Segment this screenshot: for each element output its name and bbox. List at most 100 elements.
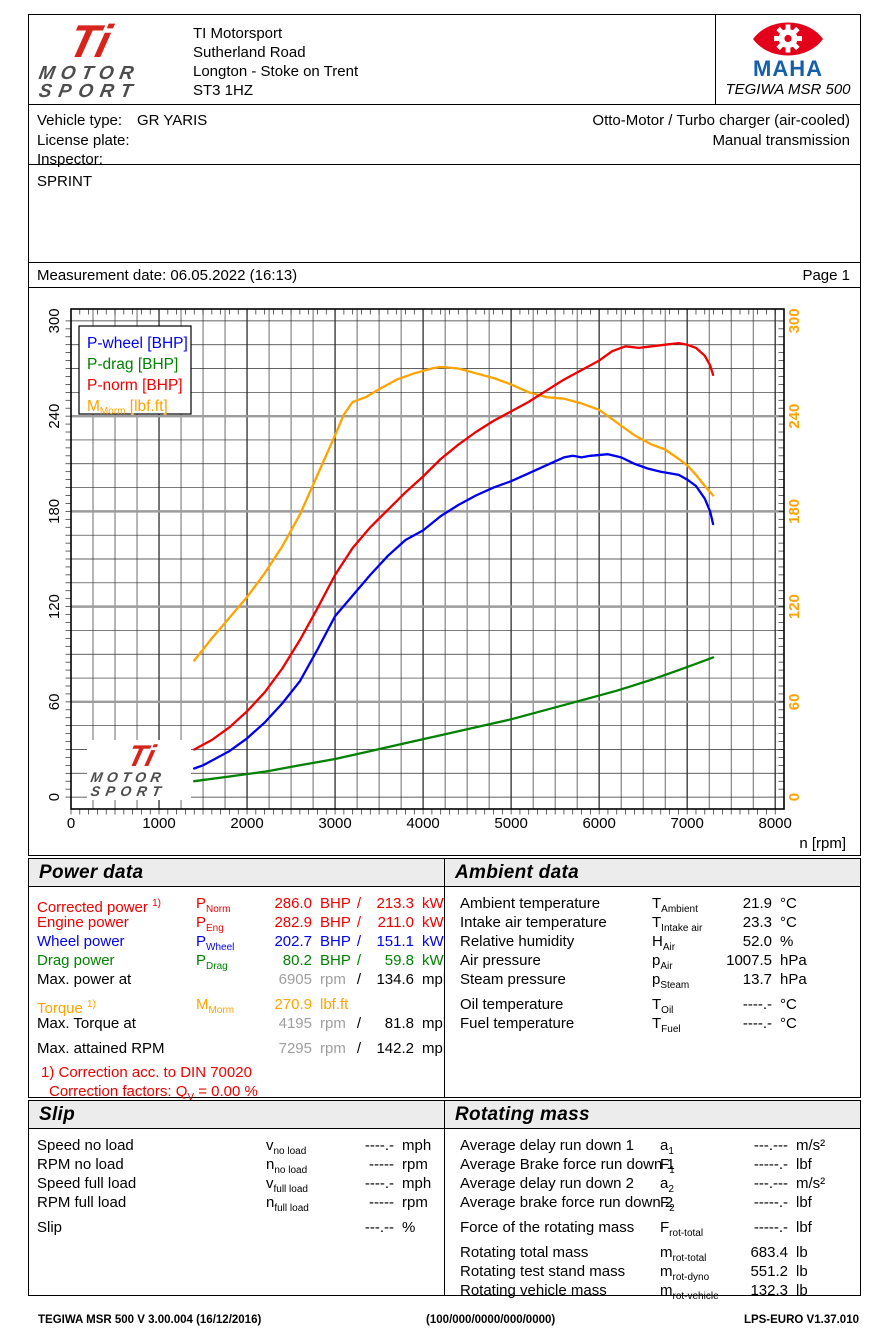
legend-item: P-norm [BHP]: [87, 377, 183, 394]
svg-text:6000: 6000: [582, 815, 615, 832]
svg-text:MOTOR: MOTOR: [37, 63, 141, 84]
inspector-label: Inspector:: [37, 151, 103, 168]
y-axis-label-left: 180: [46, 499, 63, 524]
svg-text:7000: 7000: [670, 815, 703, 832]
workshop-name: TI Motorsport: [193, 25, 283, 42]
rotating-mass-section: Rotating mass Average delay run down 1 a1…: [444, 1100, 861, 1302]
table-row: Rotating vehicle mass mrot-vehicle 132.3 lb: [460, 1282, 808, 1302]
y-axis-label-left: 300: [46, 308, 63, 333]
engine-description: Otto-Motor / Turbo charger (air-cooled): [592, 112, 850, 129]
page-number: Page 1: [802, 266, 850, 284]
power-data-section: Power data Corrected power 1) PNorm 286.0 B…: [28, 858, 452, 1103]
table-row: RPM full load nfull load ----- rpm: [37, 1194, 428, 1214]
table-row: Force of the rotating mass Frot-total ----…: [460, 1219, 812, 1239]
curve-p-wheel: [193, 453, 715, 770]
x-axis-labels: 0 1000 2000 3000 4000 5000 6000 7000 8000: [67, 815, 792, 832]
table-row: Engine power PEng 282.9 BHP/211.0 kW: [37, 914, 444, 934]
svg-text:3000: 3000: [318, 815, 351, 832]
footnote-din: 1) Correction acc. to DIN 70020: [41, 1064, 252, 1081]
section-title: Ambient data: [455, 861, 579, 883]
svg-text:4000: 4000: [406, 815, 439, 832]
section-title: Rotating mass: [455, 1103, 590, 1125]
workshop-address: TI Motorsport Sutherland Road Longton - …: [179, 15, 715, 104]
table-row: Oil temperature TOil ----.- °C: [460, 996, 797, 1016]
axis-ticks: [65, 309, 784, 815]
measurement-date-row: Measurement date: 06.05.2022 (16:13) Pag…: [28, 262, 861, 288]
plot-border: [70, 308, 785, 810]
curve-p-drag: [193, 656, 715, 783]
legend-item: MMorm [lbf.ft]: [87, 398, 168, 417]
table-row: Intake air temperature TIntake air 23.3 °C: [460, 914, 797, 934]
slip-header: Slip: [29, 1101, 444, 1129]
table-row: Rotating total mass mrot-total 683.4 lb: [460, 1244, 808, 1264]
section-title: Power data: [39, 861, 144, 883]
y-axis-label-right: 300: [786, 308, 803, 333]
power-data-header: Power data: [29, 859, 444, 887]
y-axis-label-right: 120: [786, 594, 803, 619]
table-row: Corrected power 1) PNorm 286.0 BHP/213.3 kW: [37, 895, 444, 916]
y-axis-label-left: 240: [46, 404, 63, 429]
curve-p-norm: [193, 341, 715, 751]
table-row: Steam pressure pSteam 13.7 hPa: [460, 971, 807, 991]
table-row: Speed no load vno load ----.- mph: [37, 1137, 432, 1157]
rotating-mass-table: Average delay run down 1 a1 ---.--- m/s² Ave…: [445, 1129, 860, 1302]
comment-box: SPRINT: [28, 164, 861, 263]
run-comment: SPRINT: [37, 173, 93, 190]
slip-table: Speed no load vno load ----.- mph RPM no loa…: [29, 1129, 444, 1237]
footer-code: (100/000/0000/000/0000): [426, 1314, 556, 1326]
table-row: Max. attained RPM 7295 rpm/142.2 mph: [37, 1040, 452, 1057]
table-row: Ambient temperature TAmbient 21.9 °C: [460, 895, 797, 915]
table-row: Average Brake force run down 1 F1 -----.- l…: [460, 1156, 812, 1176]
table-row: Max. Torque at 4195 rpm/81.8 mph: [37, 1015, 452, 1032]
table-row: Torque 1) MMorm 270.9 lbf.ft: [37, 996, 349, 1017]
slip-section: Slip Speed no load vno load ----.- mph RPM n…: [28, 1100, 445, 1296]
x-axis-title: n [rpm]: [799, 835, 846, 852]
transmission-type: Manual transmission: [712, 131, 850, 149]
report-footer: TEGIWA MSR 500 V 3.00.004 (16/12/2016) (…: [28, 1314, 861, 1326]
table-row: Fuel temperature TFuel ----.- °C: [460, 1015, 797, 1035]
dyno-chart-box: 0 1000 2000 3000 4000 5000 6000 7000 8000 n [rpm]…: [28, 287, 861, 856]
address-line: Sutherland Road: [193, 44, 306, 61]
y-axis-label-left: 60: [46, 694, 63, 711]
legend-item: P-wheel [BHP]: [87, 335, 188, 352]
svg-text:2000: 2000: [230, 815, 263, 832]
curve-m-morm: [193, 365, 715, 662]
measurement-date: Measurement date: 06.05.2022 (16:13): [37, 266, 298, 284]
table-row: Rotating test stand mass mrot-dyno 551.2 lb: [460, 1263, 808, 1283]
table-row: Speed full load vfull load ----.- mph: [37, 1175, 432, 1195]
vehicle-info: Vehicle type: GR YARIS License plate: Ins…: [28, 104, 861, 168]
table-row: Max. power at 6905 rpm/134.6 mph: [37, 971, 452, 988]
chart-legend: P-wheel [BHP] P-drag [BHP] P-norm [BHP] MMo…: [78, 325, 192, 417]
ambient-data-table: Ambient temperature TAmbient 21.9 °C Intake …: [445, 887, 860, 1035]
table-row: Average delay run down 1 a1 ---.--- m/s²: [460, 1137, 826, 1157]
address-line: ST3 1HZ: [193, 82, 254, 99]
legend-item: P-drag [BHP]: [87, 356, 178, 373]
svg-text:MOTOR: MOTOR: [89, 769, 166, 785]
svg-text:5000: 5000: [494, 815, 527, 832]
section-title: Slip: [39, 1103, 76, 1125]
power-data-table: Corrected power 1) PNorm 286.0 BHP/213.3 kW E…: [29, 887, 452, 1058]
y-axis-label-left: 120: [46, 594, 63, 619]
license-plate-label: License plate:: [37, 131, 130, 149]
table-row: Relative humidity HAir 52.0%: [460, 933, 794, 953]
table-row: Slip ---.--%: [37, 1219, 416, 1236]
table-row: Average brake force run down 2 F2 -----.- l…: [460, 1194, 812, 1214]
ambient-data-header: Ambient data: [445, 859, 860, 887]
footnote-correction-factor: Correction factors: QV = 0.00 %: [49, 1083, 258, 1103]
maha-gear-icon: [774, 24, 802, 53]
table-row: Drag power PDrag 80.2 BHP/59.8 kW: [37, 952, 444, 972]
table-row: Air pressure pAir 1007.5 hPa: [460, 952, 807, 972]
y-axis-label-right: 240: [786, 404, 803, 429]
ti-motorsport-logo: Ti MOTOR SPORT: [29, 15, 179, 104]
svg-text:1000: 1000: [142, 815, 175, 832]
svg-text:8000: 8000: [759, 815, 792, 832]
rotating-mass-header: Rotating mass: [445, 1101, 860, 1129]
maha-logo: MAHA: [753, 22, 823, 79]
ambient-data-section: Ambient data Ambient temperature TAmbient…: [444, 858, 861, 1098]
table-row: RPM no load nno load ----- rpm: [37, 1156, 428, 1176]
svg-text:SPORT: SPORT: [37, 81, 141, 102]
svg-text:Ti: Ti: [64, 17, 118, 67]
